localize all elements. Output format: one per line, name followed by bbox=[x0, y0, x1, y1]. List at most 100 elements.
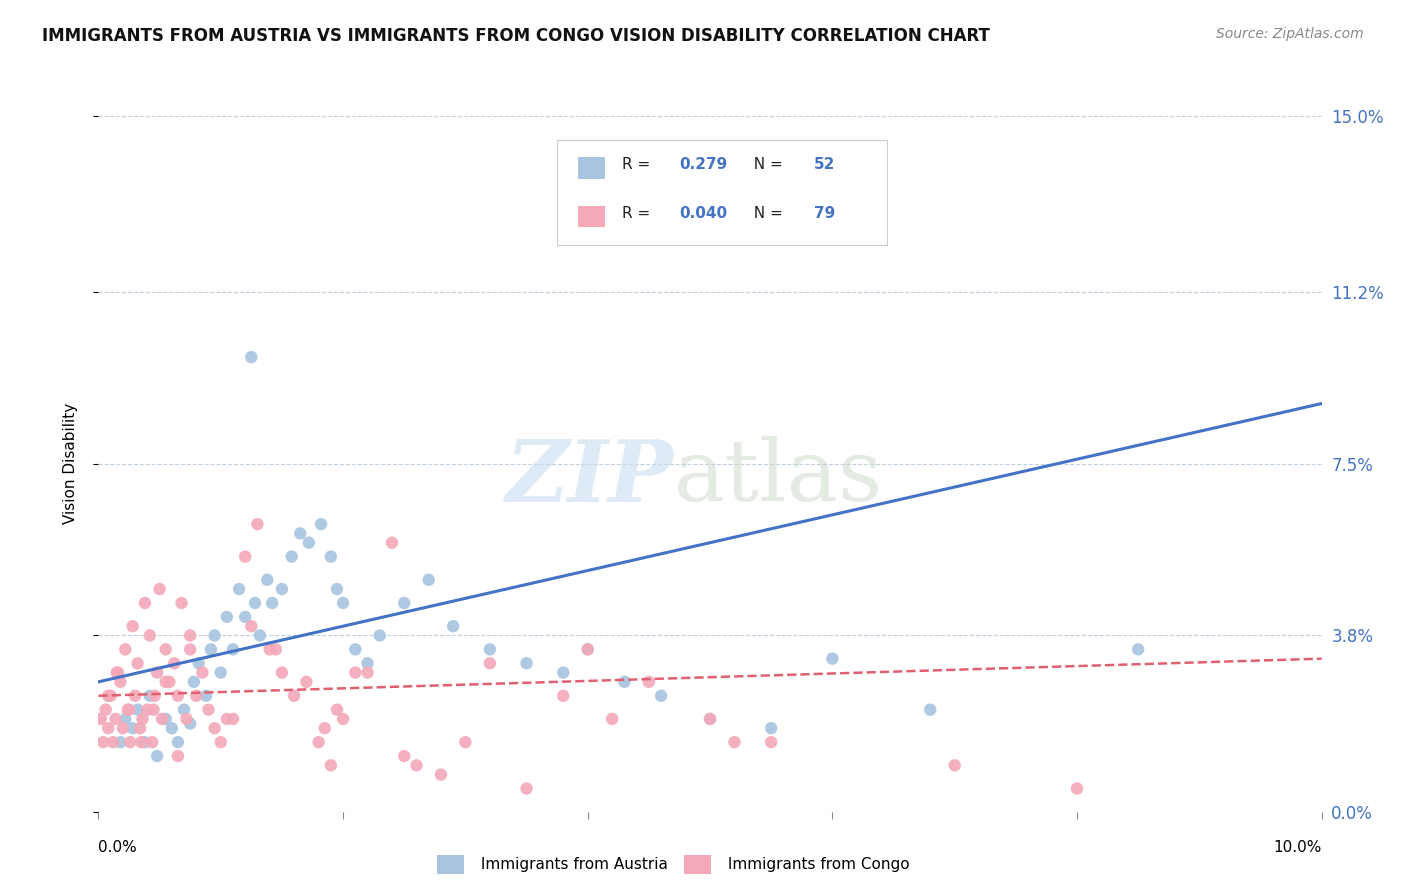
Point bbox=[179, 716, 201, 731]
Text: IMMIGRANTS FROM AUSTRIA VS IMMIGRANTS FROM CONGO VISION DISABILITY CORRELATION C: IMMIGRANTS FROM AUSTRIA VS IMMIGRANTS FR… bbox=[42, 27, 990, 45]
Point bbox=[222, 642, 245, 657]
Point bbox=[215, 712, 238, 726]
Point bbox=[314, 721, 336, 735]
Point bbox=[110, 674, 132, 689]
Point bbox=[127, 657, 149, 671]
Point bbox=[100, 689, 122, 703]
Point bbox=[309, 517, 332, 532]
Point bbox=[1128, 642, 1150, 657]
Point bbox=[114, 712, 136, 726]
Point bbox=[295, 674, 318, 689]
Point bbox=[124, 689, 146, 703]
Point bbox=[290, 526, 312, 541]
Point bbox=[943, 758, 966, 772]
Point bbox=[243, 596, 266, 610]
Point bbox=[553, 689, 575, 703]
Point bbox=[120, 735, 142, 749]
Point bbox=[107, 665, 129, 680]
Point bbox=[114, 642, 136, 657]
Point bbox=[155, 674, 177, 689]
Point bbox=[920, 703, 942, 717]
Point bbox=[344, 642, 367, 657]
Point bbox=[392, 596, 416, 610]
Point bbox=[576, 642, 599, 657]
FancyBboxPatch shape bbox=[578, 157, 605, 178]
Point bbox=[101, 735, 124, 749]
Point bbox=[600, 712, 623, 726]
Point bbox=[155, 712, 177, 726]
Point bbox=[356, 665, 378, 680]
Point bbox=[176, 712, 198, 726]
Point bbox=[183, 674, 205, 689]
Point bbox=[143, 689, 166, 703]
Text: 52: 52 bbox=[814, 157, 835, 172]
Point bbox=[118, 703, 141, 717]
Point bbox=[405, 758, 427, 772]
Point bbox=[441, 619, 464, 633]
Point bbox=[150, 712, 173, 726]
Point bbox=[699, 712, 721, 726]
Point bbox=[228, 582, 250, 596]
Point bbox=[157, 674, 180, 689]
Point bbox=[179, 628, 201, 642]
Point bbox=[110, 735, 132, 749]
Point bbox=[97, 689, 120, 703]
Point bbox=[167, 749, 190, 764]
Point bbox=[478, 657, 501, 671]
Point bbox=[104, 712, 127, 726]
Point bbox=[761, 721, 783, 735]
Point bbox=[127, 703, 149, 717]
Point bbox=[256, 573, 278, 587]
Point bbox=[222, 712, 245, 726]
Point bbox=[195, 689, 218, 703]
Point bbox=[332, 596, 354, 610]
Text: 79: 79 bbox=[814, 206, 835, 221]
Point bbox=[283, 689, 305, 703]
FancyBboxPatch shape bbox=[578, 206, 605, 227]
Point bbox=[105, 665, 128, 680]
Point bbox=[170, 596, 193, 610]
Point bbox=[454, 735, 477, 749]
Point bbox=[430, 767, 453, 781]
Point bbox=[638, 674, 661, 689]
Point bbox=[173, 703, 195, 717]
Point bbox=[129, 721, 152, 735]
Text: 10.0%: 10.0% bbox=[1274, 839, 1322, 855]
Point bbox=[139, 628, 162, 642]
Point bbox=[186, 689, 208, 703]
Text: R =: R = bbox=[621, 157, 655, 172]
Point bbox=[121, 721, 143, 735]
Point bbox=[134, 596, 156, 610]
Point bbox=[134, 735, 156, 749]
Point bbox=[163, 657, 186, 671]
Point bbox=[1066, 781, 1088, 796]
Point bbox=[233, 549, 256, 564]
Point bbox=[90, 712, 112, 726]
Point bbox=[723, 735, 745, 749]
Point bbox=[187, 657, 209, 671]
Point bbox=[821, 651, 844, 665]
Point bbox=[650, 689, 672, 703]
Point bbox=[240, 350, 263, 364]
Point bbox=[117, 703, 139, 717]
Point bbox=[249, 628, 271, 642]
Y-axis label: Vision Disability: Vision Disability bbox=[63, 403, 77, 524]
Point bbox=[344, 665, 367, 680]
Point bbox=[761, 735, 783, 749]
Legend:  Immigrants from Austria,  Immigrants from Congo: Immigrants from Austria, Immigrants from… bbox=[437, 855, 910, 873]
Point bbox=[129, 735, 152, 749]
Text: atlas: atlas bbox=[673, 436, 883, 519]
Point bbox=[215, 610, 238, 624]
Text: 0.279: 0.279 bbox=[679, 157, 728, 172]
Point bbox=[139, 689, 162, 703]
Point bbox=[141, 735, 163, 749]
Point bbox=[142, 703, 165, 717]
Point bbox=[280, 549, 302, 564]
Point bbox=[326, 703, 349, 717]
Point bbox=[478, 642, 501, 657]
Point bbox=[121, 619, 143, 633]
Point bbox=[209, 735, 232, 749]
Text: N =: N = bbox=[744, 206, 787, 221]
Point bbox=[332, 712, 354, 726]
Point bbox=[204, 721, 226, 735]
